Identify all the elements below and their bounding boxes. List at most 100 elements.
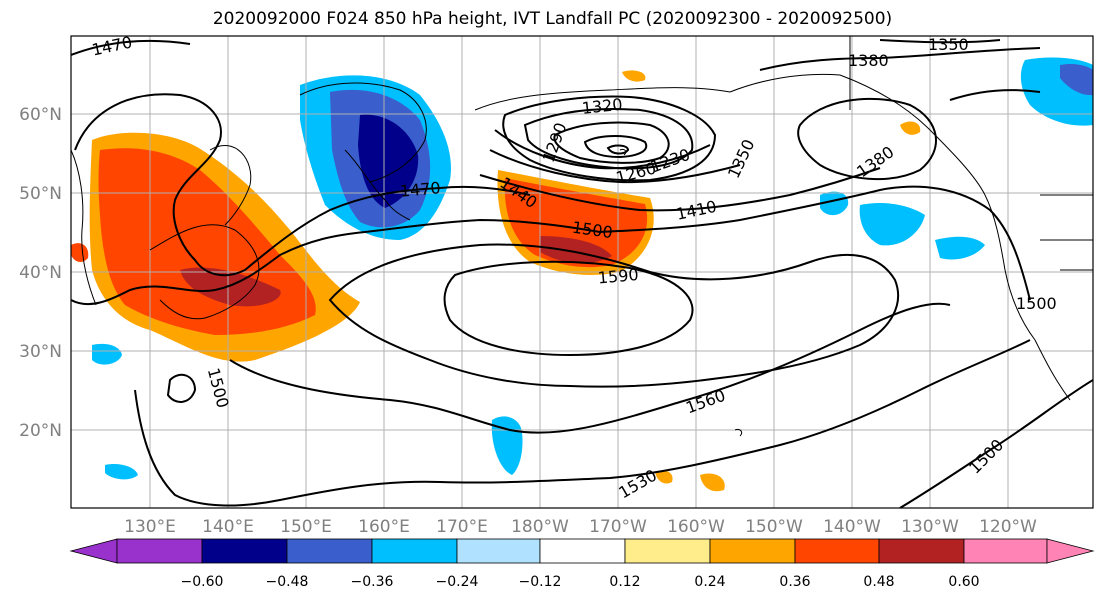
contour-1380-north <box>759 47 1041 71</box>
colorbar-ticks: −0.60 −0.48 −0.36 −0.24 −0.12 0.12 0.24 … <box>181 574 980 590</box>
colorbar-segment <box>116 538 203 564</box>
height-contours <box>71 39 1093 508</box>
lat-label: 30°N <box>19 342 62 362</box>
lon-label: 150°E <box>280 517 332 537</box>
colorbar-segment <box>539 538 626 564</box>
colorbar-tick-label: −0.60 <box>181 574 224 590</box>
contour-1410-ne <box>949 89 1041 101</box>
colorbar <box>69 538 1095 564</box>
ivt-positive-north-blob <box>622 70 646 82</box>
lat-label: 40°N <box>19 263 62 283</box>
contour-1500-south <box>166 373 197 403</box>
ivt-positive-alaska <box>900 121 921 135</box>
contour-1470-west <box>74 93 441 277</box>
contour-1440 <box>439 185 531 196</box>
ivt-negative-hawaii <box>491 416 523 475</box>
map-area: 1470 1350 1380 1320 1290 1260 1230 1350 … <box>71 35 1093 508</box>
contour-label: 1320 <box>581 95 623 118</box>
contour-label: 1560 <box>683 386 728 418</box>
lon-label: 160°W <box>667 517 725 537</box>
lon-label: 180°W <box>511 517 569 537</box>
longitude-labels: 130°E 140°E 150°E 160°E 170°E 180°W 170°… <box>124 517 1037 537</box>
colorbar-tick-label: −0.36 <box>351 574 394 590</box>
contour-1230 <box>583 135 648 159</box>
contour-1410 <box>479 167 881 212</box>
colorbar-segment <box>371 538 458 564</box>
ivt-negative-north-core <box>358 114 419 208</box>
map-frame <box>70 35 1094 509</box>
colorbar-tick-label: 0.60 <box>948 574 979 590</box>
contour-label: 1530 <box>615 466 660 503</box>
ivt-negative-sw2 <box>105 464 138 480</box>
lat-label: 50°N <box>19 184 62 204</box>
contour-label: 1500 <box>1016 294 1057 313</box>
ivt-positive-south2 <box>700 473 725 492</box>
colorbar-tick-label: 0.36 <box>779 574 810 590</box>
colorbar-tick-label: −0.48 <box>266 574 309 590</box>
colorbar-segment <box>963 538 1048 564</box>
ivt-positive-south1 <box>655 470 673 484</box>
contour-low-center <box>606 144 630 155</box>
ivt-negative-east3 <box>935 236 985 260</box>
contour-label: 1350 <box>928 35 969 54</box>
colorbar-tick-label: −0.24 <box>436 574 479 590</box>
ivt-max-west <box>180 267 281 307</box>
ivt-negative-sw1 <box>92 343 122 365</box>
contour-label: 1290 <box>539 120 571 165</box>
contour-1590-inner <box>443 260 694 357</box>
contour-1560 <box>229 302 951 434</box>
contour-1500-east <box>599 185 1031 301</box>
ivt-negative-east1 <box>820 191 849 216</box>
contour-1500-se <box>899 379 1093 508</box>
ivt-negative-ne-core <box>1060 63 1093 96</box>
lon-label: 160°E <box>358 517 410 537</box>
colorbar-tick-label: 0.12 <box>609 574 640 590</box>
contour-1260 <box>553 121 670 164</box>
contour-label: 1470 <box>399 178 441 200</box>
contour-1320 <box>502 95 717 182</box>
colorbar-segment <box>201 538 288 564</box>
lon-label: 140°E <box>202 517 254 537</box>
lon-label: 150°W <box>745 517 803 537</box>
lon-label: 130°E <box>124 517 176 537</box>
ivt-positive-far-west <box>71 243 89 262</box>
colorbar-segment <box>456 538 541 564</box>
colorbar-tick-label: 0.24 <box>694 574 725 590</box>
latitude-labels: 60°N 50°N 40°N 30°N 20°N <box>19 105 62 441</box>
colorbar-segment <box>878 538 965 564</box>
colorbar-tick-label: −0.12 <box>519 574 562 590</box>
colorbar-segment <box>794 538 880 564</box>
colorbar-segment <box>286 538 373 564</box>
contour-1380-west <box>489 149 741 184</box>
colorbar-extend-high <box>1046 538 1095 564</box>
colorbar-tick-label: 0.48 <box>863 574 894 590</box>
contour-label: 1350 <box>724 136 758 181</box>
lon-label: 170°E <box>436 517 488 537</box>
lon-label: 120°W <box>979 517 1037 537</box>
contour-label: 1590 <box>597 265 639 287</box>
contour-1590 <box>328 243 900 388</box>
colorbar-extend-low <box>69 538 118 564</box>
lon-label: 140°W <box>823 517 881 537</box>
lon-label: 170°W <box>589 517 647 537</box>
contour-1290 <box>523 107 694 170</box>
lon-label: 130°W <box>901 517 959 537</box>
contour-1530 <box>134 339 1031 507</box>
map-title: 2020092000 F024 850 hPa height, IVT Land… <box>212 9 893 29</box>
lat-label: 60°N <box>19 105 62 125</box>
contour-1350-ne <box>879 39 1001 44</box>
colorbar-segment <box>624 538 711 564</box>
colorbar-segment <box>709 538 796 564</box>
contour-1470-north <box>71 39 191 56</box>
lat-label: 20°N <box>19 421 62 441</box>
contour-1380-east <box>797 97 937 180</box>
contour-1500-west <box>71 218 601 306</box>
contour-label: 1410 <box>675 197 719 224</box>
ivt-shading <box>71 57 1093 492</box>
ivt-negative-east2 <box>859 203 925 246</box>
contour-label: 1380 <box>853 142 897 181</box>
contour-1350-low <box>494 129 711 170</box>
contour-label: 1500 <box>965 435 1007 477</box>
contour-label: 1380 <box>848 51 889 70</box>
